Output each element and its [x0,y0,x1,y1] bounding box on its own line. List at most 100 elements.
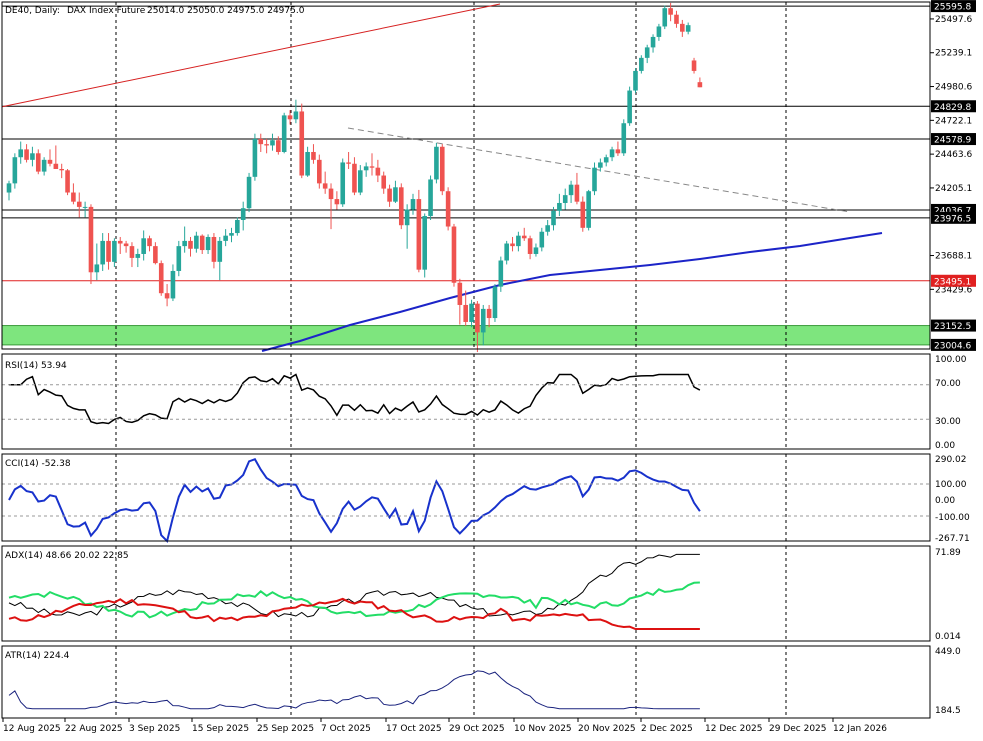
candle-body [527,238,533,254]
price-tick-label: 24463.6 [935,150,972,160]
candle-body [363,166,369,171]
candle-body [223,235,228,241]
candle-body [53,163,59,169]
candle-body [469,303,474,322]
candle-body [287,115,293,120]
candle-body [30,153,35,160]
candle-body [545,225,550,232]
cci-tick: -100.00 [935,513,970,523]
candle-body [270,140,275,146]
candle-body [340,162,346,205]
candle-body [123,243,129,247]
candle-body [129,246,135,258]
cci-line [8,458,701,544]
candle-body [416,199,422,270]
candle-body [246,176,252,209]
level-label-bg [931,319,976,332]
candle-body [404,209,410,226]
candle-body [41,159,47,172]
candle-body [451,226,457,283]
candle-body [598,162,603,168]
candle-body [627,90,632,124]
candle-body [510,243,515,247]
panel-frame [1,645,931,719]
time-label: 29 Oct 2025 [449,724,505,734]
candle-body [621,123,627,154]
candle-body [334,199,340,205]
candle-body [346,162,351,164]
candle-body [639,57,644,71]
level-label: 23152.5 [934,322,971,332]
candle-body [586,191,591,228]
cci-tick: 290.02 [935,455,967,465]
candle-body [258,138,264,145]
candle-body [106,240,111,262]
candle-body [668,8,673,15]
price-tick-label: 25497.6 [935,15,972,25]
candle-body [164,293,170,299]
candle-body [199,235,205,251]
level-label-bg [931,133,976,146]
candle-body [568,184,574,196]
price-tick-label: 24980.6 [935,83,972,93]
candle-body [475,303,480,333]
candle-body [445,191,451,227]
candle-body [463,304,468,322]
candle-body [422,216,428,270]
level-label: 23495.1 [934,277,971,287]
level-label-bg [931,274,976,287]
adx-tick: 0.014 [935,632,961,642]
candle-body [135,253,141,258]
candle-body [240,208,246,220]
candle-body [603,157,609,163]
rsi-label: RSI(14) 53.94 [5,361,67,371]
candle-body [158,263,164,294]
price-tick-label: 23688.1 [935,252,972,262]
level-label: 24036.7 [934,206,971,216]
time-label: 15 Sep 2025 [192,724,249,734]
cci-tick: 0.00 [935,496,955,506]
candle-body [492,286,498,319]
time-label: 17 Oct 2025 [386,724,442,734]
candle-body [662,8,668,27]
header-symbol: DE40, Daily: [5,6,60,16]
candle-body [352,163,357,193]
panel-frame [1,545,931,642]
candle-body [82,206,88,208]
panel-frame [1,453,931,542]
candle-body [539,231,545,248]
level-label: 23004.6 [934,341,971,351]
adx-label: ADX(14) 48.66 20.02 22.85 [5,551,129,561]
header-instrument: DAX Index Future [67,6,146,16]
candle-body [311,151,316,160]
candle-body [76,201,82,207]
header-ohlc: 25014.0 25050.0 24975.0 24975.0 [147,6,305,16]
candle-body [633,70,638,91]
panel-frame [1,1,931,350]
candle-body [521,235,527,239]
time-label: 22 Aug 2025 [65,724,123,734]
candle-body [697,82,703,88]
candle-body [147,238,152,247]
time-label: 12 Dec 2025 [705,724,763,734]
candle-body [176,246,182,271]
atr-tick: 449.0 [935,647,961,657]
candle-body [153,246,158,264]
candle-body [141,238,146,254]
rsi-tick: 100.00 [935,355,967,365]
level-label-bg [931,338,976,351]
candle-body [398,187,404,226]
candle-body [516,235,521,247]
candle-body [65,170,70,193]
candle-body [88,206,94,273]
price-tick-label: 24205.1 [935,184,972,194]
level-label: 23976.5 [934,214,971,224]
cci-tick: -267.71 [935,534,970,544]
candle-body [428,179,433,217]
candle-body [12,157,18,184]
time-label: 12 Aug 2025 [3,724,61,734]
rsi-line [9,373,701,425]
candle-body [615,149,621,154]
time-label: 3 Sep 2025 [129,724,180,734]
